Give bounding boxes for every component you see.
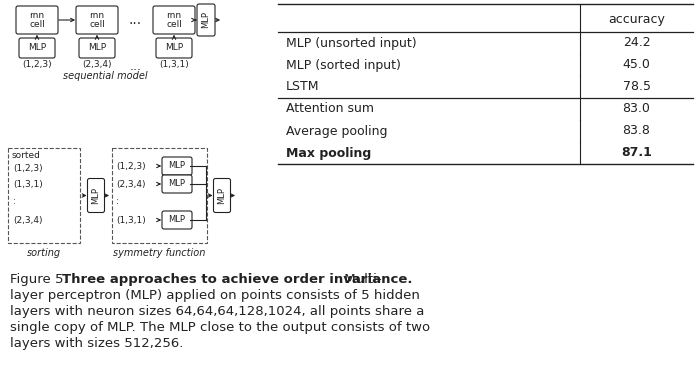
- Text: (1,2,3): (1,2,3): [22, 60, 52, 69]
- Text: ...: ...: [129, 13, 142, 27]
- Text: layer perceptron (MLP) applied on points consists of 5 hidden: layer perceptron (MLP) applied on points…: [10, 289, 420, 302]
- FancyBboxPatch shape: [79, 38, 115, 58]
- Text: 45.0: 45.0: [622, 58, 650, 72]
- Text: sequential model: sequential model: [63, 71, 148, 81]
- Text: (1,2,3): (1,2,3): [116, 161, 146, 171]
- Text: (1,3,1): (1,3,1): [159, 60, 189, 69]
- FancyBboxPatch shape: [19, 38, 55, 58]
- Text: 83.0: 83.0: [622, 103, 650, 115]
- Text: (2,3,4): (2,3,4): [116, 180, 146, 188]
- FancyBboxPatch shape: [112, 148, 207, 243]
- Text: LSTM: LSTM: [286, 80, 319, 94]
- Text: sorted: sorted: [12, 151, 41, 160]
- Text: Average pooling: Average pooling: [286, 125, 388, 137]
- Text: MLP: MLP: [88, 43, 106, 53]
- Text: MLP: MLP: [202, 12, 211, 29]
- Text: sorting: sorting: [27, 248, 61, 258]
- Text: :: :: [116, 197, 119, 205]
- FancyBboxPatch shape: [156, 38, 192, 58]
- Text: layers with neuron sizes 64,64,64,128,1024, all points share a: layers with neuron sizes 64,64,64,128,10…: [10, 305, 424, 318]
- Text: 87.1: 87.1: [621, 147, 652, 159]
- Text: :: :: [13, 197, 16, 207]
- Text: (1,2,3): (1,2,3): [13, 163, 43, 173]
- Text: (1,3,1): (1,3,1): [13, 180, 43, 190]
- FancyBboxPatch shape: [214, 178, 230, 212]
- Text: 78.5: 78.5: [622, 80, 650, 94]
- Text: rnn
cell: rnn cell: [29, 11, 45, 29]
- Text: MLP: MLP: [165, 43, 183, 53]
- Text: Figure 5.: Figure 5.: [10, 273, 72, 286]
- Text: rnn
cell: rnn cell: [166, 11, 182, 29]
- Text: 83.8: 83.8: [622, 125, 650, 137]
- FancyBboxPatch shape: [153, 6, 195, 34]
- Text: MLP (unsorted input): MLP (unsorted input): [286, 36, 416, 50]
- Text: Attention sum: Attention sum: [286, 103, 374, 115]
- Text: Max pooling: Max pooling: [286, 147, 371, 159]
- Text: MLP: MLP: [169, 216, 186, 224]
- Text: symmetry function: symmetry function: [113, 248, 206, 258]
- Text: MLP: MLP: [218, 187, 227, 204]
- Text: accuracy: accuracy: [608, 14, 665, 26]
- Text: 24.2: 24.2: [623, 36, 650, 50]
- Text: ...: ...: [130, 60, 141, 73]
- Text: MLP (sorted input): MLP (sorted input): [286, 58, 401, 72]
- Text: Multi-: Multi-: [340, 273, 382, 286]
- FancyBboxPatch shape: [162, 211, 192, 229]
- Text: MLP: MLP: [92, 187, 101, 204]
- Text: rnn
cell: rnn cell: [89, 11, 105, 29]
- FancyBboxPatch shape: [162, 157, 192, 175]
- FancyBboxPatch shape: [16, 6, 58, 34]
- Text: MLP: MLP: [169, 161, 186, 171]
- FancyBboxPatch shape: [162, 175, 192, 193]
- Text: MLP: MLP: [28, 43, 46, 53]
- Text: layers with sizes 512,256.: layers with sizes 512,256.: [10, 337, 183, 350]
- Text: (2,3,4): (2,3,4): [83, 60, 112, 69]
- FancyBboxPatch shape: [88, 178, 104, 212]
- FancyBboxPatch shape: [8, 148, 80, 243]
- FancyBboxPatch shape: [197, 4, 215, 36]
- Text: (1,3,1): (1,3,1): [116, 216, 146, 224]
- Text: MLP: MLP: [169, 180, 186, 188]
- FancyBboxPatch shape: [76, 6, 118, 34]
- Text: (2,3,4): (2,3,4): [13, 216, 43, 224]
- Text: Three approaches to achieve order invariance.: Three approaches to achieve order invari…: [62, 273, 412, 286]
- Text: single copy of MLP. The MLP close to the output consists of two: single copy of MLP. The MLP close to the…: [10, 321, 430, 334]
